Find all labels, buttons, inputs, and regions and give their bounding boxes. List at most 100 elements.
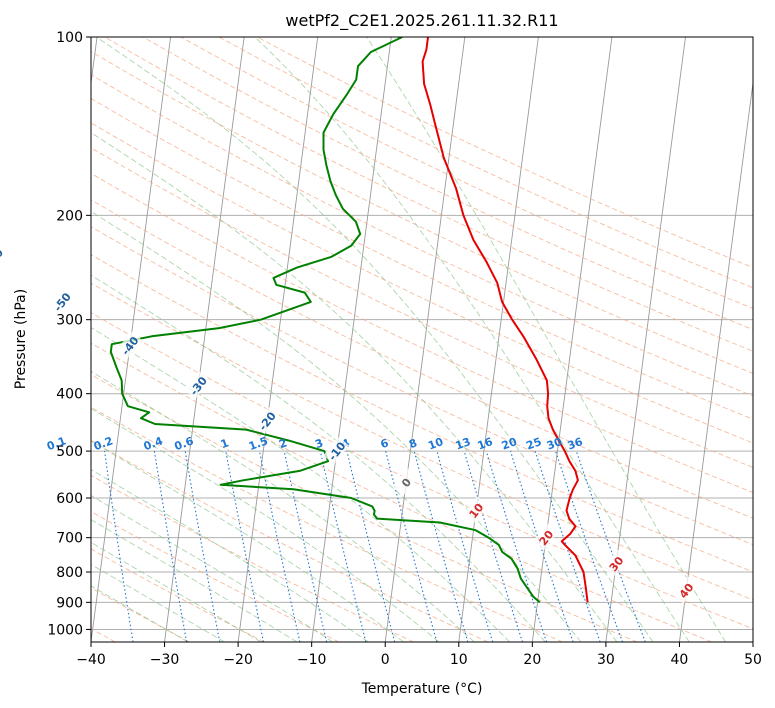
mixing-ratio-line	[555, 450, 624, 642]
y-tick-label: 800	[56, 565, 83, 581]
x-tick-label: 40	[671, 652, 689, 668]
mixing-ratio-line	[346, 450, 396, 642]
dry-adiabat-line	[218, 37, 753, 289]
y-tick-label: 1000	[47, 622, 83, 638]
mixing-ratio-label: 6	[379, 436, 391, 451]
isotherm-label-bg	[392, 468, 419, 496]
mixing-ratio-label: 25	[524, 435, 543, 452]
mixing-ratio-label: 0.2	[92, 434, 115, 453]
dry-adiabat-line	[91, 97, 753, 420]
dry-adiabat-line	[91, 474, 414, 642]
isotherm-label-bg	[253, 406, 280, 435]
mixing-ratio-label: 1.5	[247, 434, 270, 453]
dry-adiabat-line	[91, 50, 753, 374]
plot-frame	[90, 36, 754, 643]
dry-adiabat-line	[91, 226, 753, 546]
y-tick-label: 900	[56, 595, 83, 611]
isotherm-label-bg	[672, 576, 699, 604]
mixing-ratio-line	[225, 451, 265, 642]
y-tick-label: 300	[56, 313, 83, 329]
moist-adiabat-line	[91, 519, 298, 642]
moist-adiabat-line	[91, 210, 582, 642]
temperature-profile-line	[421, 37, 589, 603]
moist-adiabat-line	[91, 468, 369, 642]
dry-adiabat-line	[91, 254, 753, 573]
moist-adiabat-line	[91, 585, 189, 642]
mixing-ratio-label: 0.6	[173, 434, 196, 453]
mixing-ratio-line	[463, 450, 524, 642]
x-tick-label: −40	[76, 652, 106, 668]
x-tick-label: 0	[381, 652, 390, 668]
moist-adiabat-line	[91, 440, 404, 642]
moist-adiabat-line	[91, 132, 618, 642]
mixing-ratio-line	[413, 450, 469, 642]
sounding-series	[109, 37, 589, 604]
isotherm-label-bg	[323, 436, 349, 465]
isotherm-line	[164, 37, 245, 642]
isotherm-line	[458, 37, 539, 642]
mixing-ratio-line	[283, 450, 328, 642]
x-tick-label: −30	[150, 652, 180, 668]
y-tick-label: 200	[56, 208, 83, 224]
mixing-ratio-label: 8	[407, 436, 419, 451]
chart-title: wetPf2_C2E1.2025.261.11.32.R11	[285, 11, 558, 31]
isotherm-label-bg	[532, 523, 559, 551]
mixing-ratio-label: 3	[313, 436, 325, 451]
isotherm-line	[384, 37, 466, 642]
moist-adiabat-line	[91, 541, 262, 642]
dry-adiabat-line	[91, 406, 563, 642]
mixing-ratio-label: 0.1	[45, 434, 68, 453]
moist-adiabat-line	[366, 37, 726, 642]
dry-adiabat-line	[91, 147, 753, 468]
isotherm-line	[678, 79, 753, 642]
mixing-ratio-label: 2	[277, 436, 289, 451]
moist-adiabat-line	[91, 370, 475, 642]
moist-adiabat-line	[91, 563, 225, 642]
mixing-ratio-label: 16	[476, 435, 495, 453]
isotherm-label-bg	[602, 549, 629, 578]
mixing-ratio-line	[436, 450, 494, 642]
axes: −40 −30 −20 −10 0 10 20 30 40 5010020030040050060…	[47, 30, 762, 668]
dry-adiabat-line	[91, 510, 340, 642]
mixing-ratio-line	[319, 450, 367, 642]
moist-adiabat-line	[91, 327, 511, 642]
isotherm-label-bg	[462, 496, 489, 524]
mixing-ratio-line	[258, 450, 301, 642]
dry-adiabat-line	[180, 37, 753, 309]
moist-adiabat-line	[254, 37, 690, 642]
mixing-ratio-label: 30	[545, 435, 564, 453]
line-labels: 0.10.20.40.611.52346810131620253036-100-…	[0, 243, 699, 604]
isotherm-line	[605, 37, 686, 642]
mixing-ratio-label: 0.4	[142, 434, 165, 453]
moist-adiabat-line	[91, 407, 440, 642]
mixing-ratio-line	[385, 450, 438, 642]
dry-adiabat-line	[91, 440, 489, 642]
mixing-ratio-label: 36	[566, 435, 585, 453]
mixing-ratio-label: 20	[500, 435, 519, 453]
mixing-ratio-line	[153, 451, 188, 642]
x-axis-label: Temperature (°C)	[361, 681, 483, 697]
y-tick-label: 100	[56, 30, 83, 46]
x-tick-label: 50	[744, 652, 762, 668]
mixing-ratio-line	[184, 451, 221, 642]
x-tick-label: −10	[297, 652, 327, 668]
y-tick-label: 500	[56, 444, 83, 460]
dry-adiabat-line	[91, 199, 753, 519]
dry-adiabat-line	[91, 74, 753, 397]
isotherm-label: -60	[0, 246, 6, 270]
dry-adiabat-line	[142, 37, 753, 331]
x-tick-label: 20	[523, 652, 541, 668]
y-axis-label: Pressure (hPa)	[13, 289, 29, 389]
dewpoint-profile-line	[109, 37, 541, 604]
moist-adiabat-line	[91, 274, 546, 642]
y-tick-label: 600	[56, 491, 83, 507]
y-tick-label: 400	[56, 387, 83, 403]
mixing-ratio-line	[575, 450, 646, 642]
mixing-ratio-line	[103, 451, 134, 642]
isotherm-label-bg	[116, 331, 143, 359]
dry-adiabat-line	[91, 122, 753, 444]
mixing-ratio-label: 13	[454, 435, 473, 452]
isotherm-line	[237, 37, 319, 642]
y-tick-label: 700	[56, 531, 83, 547]
